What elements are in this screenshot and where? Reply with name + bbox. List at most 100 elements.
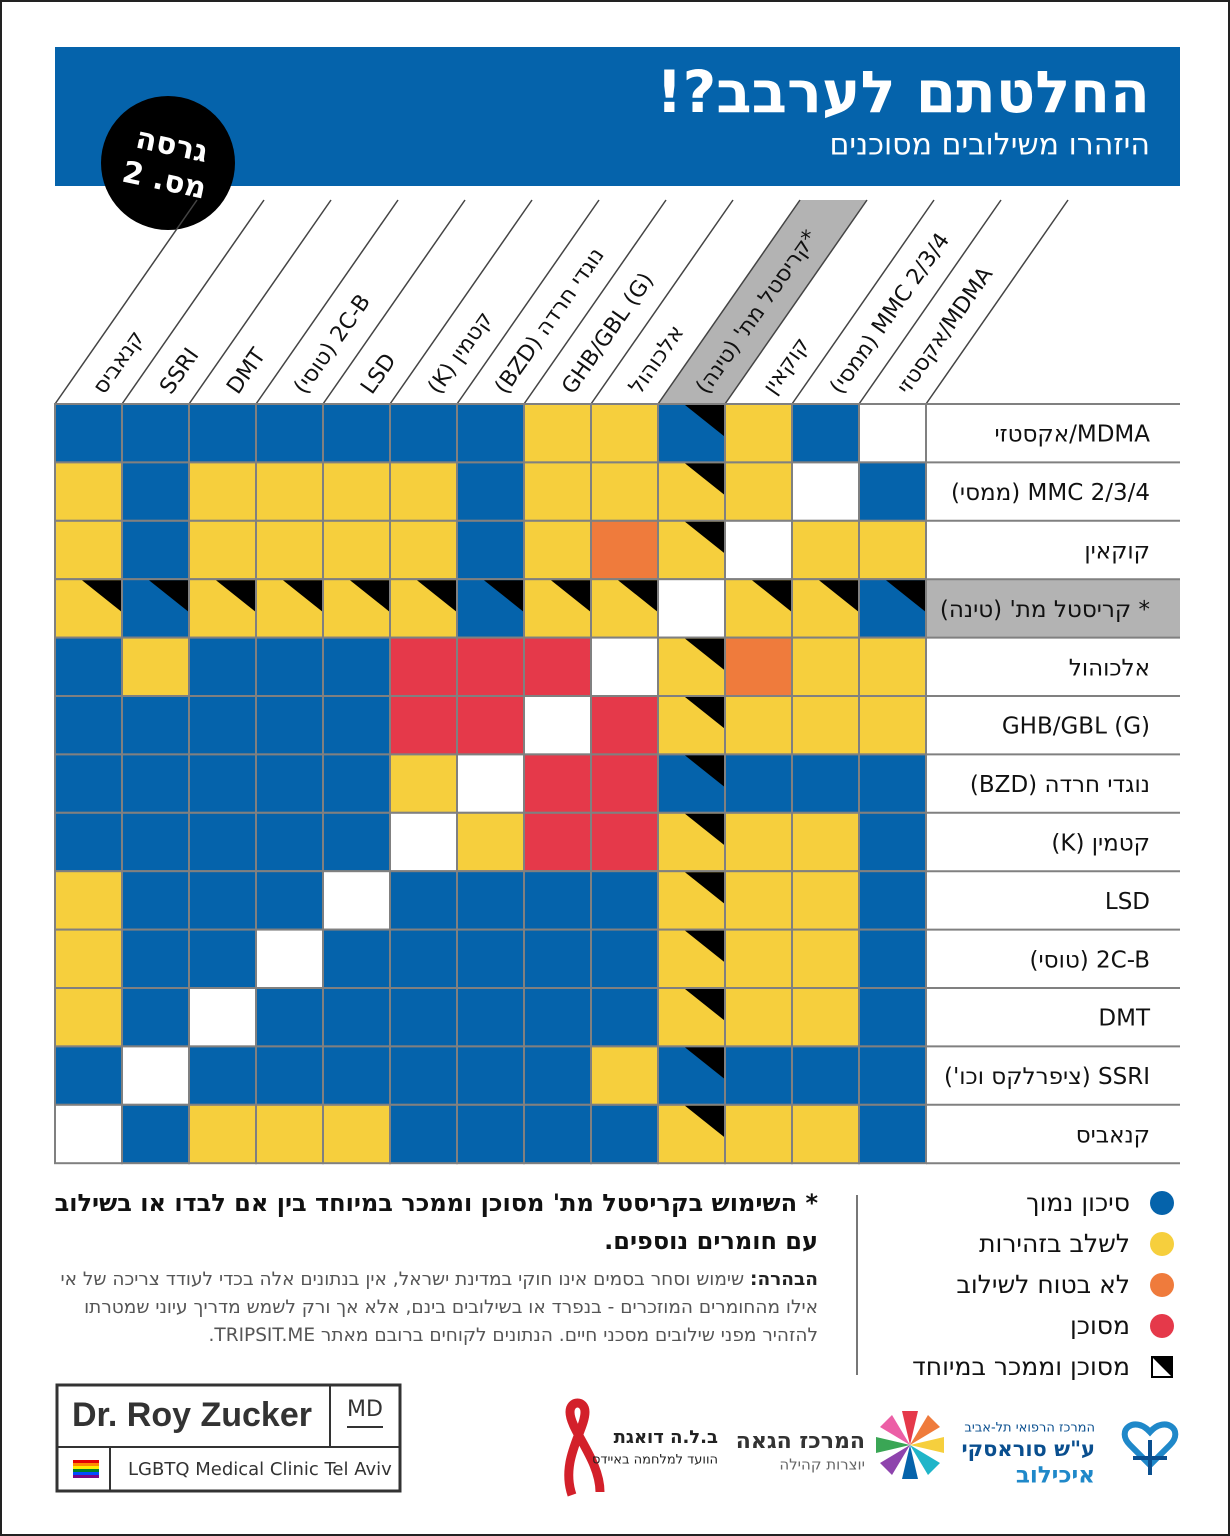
cell — [188, 519, 257, 581]
legend-label: מסוכן וממכר במיוחד — [912, 1352, 1130, 1381]
cell — [54, 811, 123, 873]
self-cell — [389, 811, 458, 873]
legend-swatch — [1150, 1191, 1174, 1215]
cell — [255, 811, 324, 873]
self-cell — [590, 636, 659, 697]
cell — [858, 636, 927, 697]
logo-box — [55, 1383, 402, 1493]
cell — [456, 987, 525, 1048]
cell — [791, 811, 860, 873]
hazard-mark — [886, 580, 925, 612]
cell — [523, 811, 592, 873]
cell — [858, 987, 927, 1048]
cell — [389, 695, 458, 756]
cell — [322, 403, 391, 464]
cell — [791, 753, 860, 814]
cell — [724, 928, 793, 989]
cell — [456, 811, 525, 873]
cell — [724, 1045, 793, 1106]
cell — [54, 870, 123, 931]
cell — [389, 870, 458, 931]
ribbon — [564, 1398, 605, 1497]
hazard-mark — [685, 930, 724, 962]
cell — [858, 695, 927, 756]
row-label: 2C-B (טוסי) — [1030, 947, 1150, 973]
cell — [724, 461, 793, 522]
disclaimer-label: הבהרה: — [750, 1269, 818, 1290]
column-highlight — [658, 200, 867, 404]
column-label: MMC 2/3/4 (ממסי) — [825, 229, 955, 399]
hazard-mark — [82, 580, 121, 612]
cell — [456, 928, 525, 989]
cell — [590, 519, 659, 581]
legend-label: לא בטוח לשילוב — [956, 1270, 1130, 1299]
cell — [590, 461, 659, 522]
cell — [724, 695, 793, 756]
cell — [188, 695, 257, 756]
legend-swatch — [1150, 1232, 1174, 1256]
row-label: MDMA/אקסטזי — [994, 422, 1150, 448]
legend-label: מסוכן — [1070, 1311, 1130, 1340]
cell — [255, 1045, 324, 1106]
header-divider — [255, 199, 399, 405]
logo-clinic: LGBTQ Medical Clinic Tel Aviv — [128, 1459, 392, 1480]
legend-label: סיכון נמוך — [1026, 1188, 1130, 1217]
partner-name: ב.ל.ה דואגת — [614, 1427, 718, 1448]
row-label: קוקאין — [1084, 539, 1150, 565]
legend: סיכון נמוך לשלב בזהירות לא בטוח לשילוב מסוכ… — [912, 1188, 1174, 1381]
column-label: SSRI — [155, 344, 204, 399]
cell — [389, 1103, 458, 1165]
hazard-mark — [685, 463, 724, 495]
cell — [590, 1045, 659, 1106]
row-label: קטמין (K) — [1051, 831, 1150, 857]
self-cell — [657, 578, 726, 639]
legend-swatch — [1150, 1273, 1174, 1297]
hazard-mark — [685, 697, 724, 729]
row-label: נוגדי חרדה (BZD) — [970, 772, 1150, 798]
cell — [121, 870, 190, 931]
legend-label: לשלב בזהירות — [979, 1229, 1130, 1258]
cell — [255, 1103, 324, 1165]
cell — [121, 461, 190, 522]
cell — [121, 987, 190, 1048]
header-divider — [791, 199, 935, 405]
column-label: קנאביס — [88, 326, 149, 399]
cell — [590, 811, 659, 873]
cell — [188, 461, 257, 522]
rainbow-flag — [73, 1460, 99, 1478]
note: * השימוש בקריסטל מת' מסוכן וממכר במיוחד … — [54, 1189, 818, 1255]
cell — [791, 695, 860, 756]
row-label: * קריסטל מת' (טינה) — [940, 597, 1150, 623]
hazard-mark — [417, 580, 456, 612]
hospital-icon — [1121, 1421, 1179, 1475]
hazard-mark — [685, 872, 724, 904]
self-cell — [791, 461, 860, 522]
cell — [590, 870, 659, 931]
logo-degree: MD — [347, 1397, 383, 1422]
row-highlight — [926, 579, 1180, 638]
cell — [456, 1045, 525, 1106]
hazard-mark — [752, 580, 791, 612]
subtitle: היזהרו משילובים מסוכנים — [829, 128, 1150, 163]
row-label: קנאביס — [1076, 1123, 1150, 1149]
self-cell — [121, 1045, 190, 1106]
cell — [322, 461, 391, 522]
hazard-mark — [283, 580, 322, 612]
cell — [255, 987, 324, 1048]
legend-swatch — [1152, 1357, 1172, 1377]
logo-name: Dr. Roy Zucker — [72, 1396, 312, 1434]
cell — [523, 753, 592, 814]
cell — [322, 636, 391, 697]
cell — [322, 1045, 391, 1106]
cell — [858, 753, 927, 814]
header-divider — [523, 199, 667, 405]
self-cell — [858, 403, 927, 464]
cell — [858, 1103, 927, 1165]
partner-name: איכילוב — [1016, 1463, 1095, 1489]
row-label: אלכוהול — [1069, 655, 1150, 681]
row-label: LSD — [1105, 889, 1150, 915]
self-cell — [255, 928, 324, 989]
hazard-mark — [685, 405, 724, 437]
cell — [858, 811, 927, 873]
cell — [322, 987, 391, 1048]
